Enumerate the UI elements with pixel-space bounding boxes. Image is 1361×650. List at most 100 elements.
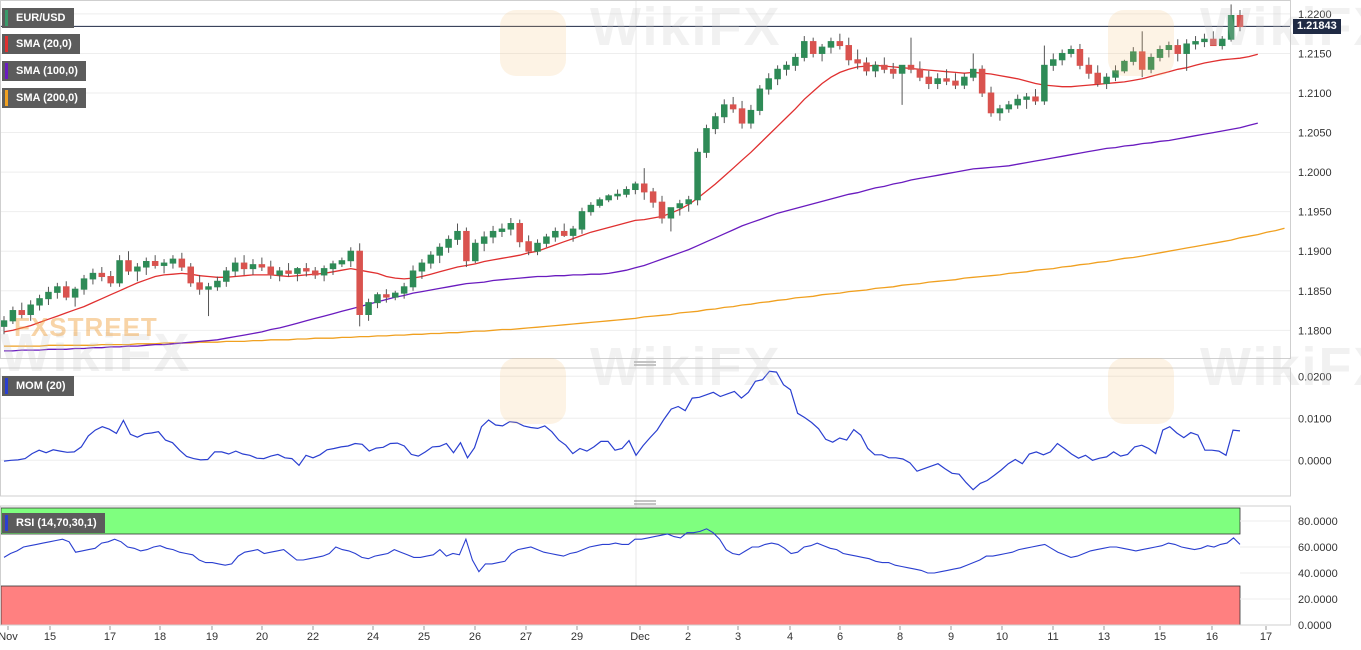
candle-up xyxy=(116,260,123,284)
candlestick-series xyxy=(0,4,1244,335)
candle-up xyxy=(676,203,684,209)
rsi-tick-label: 20.0000 xyxy=(1298,594,1338,606)
candle-up xyxy=(969,68,977,78)
rsi-legend[interactable]: RSI (14,70,30,1) xyxy=(2,513,105,533)
candle-down xyxy=(1210,38,1217,47)
symbol-legend[interactable]: EUR/USD xyxy=(2,8,74,28)
candle-down xyxy=(889,68,897,74)
sma200-color-marker xyxy=(5,90,8,106)
candle-up xyxy=(1156,49,1164,58)
candle-up xyxy=(507,223,515,230)
candle-up xyxy=(827,41,835,48)
candle-up xyxy=(9,310,17,322)
candle-up xyxy=(223,270,230,282)
date-tick-label: 19 xyxy=(206,631,218,643)
price-tick-label: 1.2150 xyxy=(1298,48,1332,60)
price-tick-label: 1.1850 xyxy=(1298,286,1332,298)
sma20-label: SMA (20,0) xyxy=(16,38,72,50)
candle-up xyxy=(1121,60,1128,72)
candle-down xyxy=(1174,45,1182,54)
rsi-tick-label: 80.0000 xyxy=(1298,516,1338,528)
date-tick-label: 8 xyxy=(897,631,903,643)
date-tick-label: 22 xyxy=(307,631,319,643)
candle-down xyxy=(560,230,568,236)
candle-up xyxy=(552,230,559,238)
candle-up xyxy=(214,280,221,288)
price-tick-label: 1.1800 xyxy=(1298,325,1332,337)
mom-legend[interactable]: MOM (20) xyxy=(2,376,74,396)
sma20-legend[interactable]: SMA (20,0) xyxy=(2,34,80,54)
sma-20-layer xyxy=(3,53,1258,333)
candle-down xyxy=(311,270,319,276)
sma-200-layer xyxy=(4,227,1285,347)
sma100-legend[interactable]: SMA (100,0) xyxy=(2,61,86,81)
candle-up xyxy=(685,199,692,205)
candle-up xyxy=(365,302,372,315)
candle-down xyxy=(916,68,924,78)
candle-up xyxy=(80,278,88,290)
price-axis: 1.2200 1.2150 1.2100 1.2050 1.2000 1.1950 1.19… xyxy=(1298,9,1332,337)
candle-up xyxy=(71,288,79,298)
candle-down xyxy=(729,104,737,110)
date-axis: Nov 15 17 18 19 20 22 24 25 26 27 29 Dec 2 3 4 6 8 9 10 11 13… xyxy=(0,626,1272,643)
candle-up xyxy=(623,189,630,195)
candle-up xyxy=(231,262,239,272)
candle-down xyxy=(640,183,648,193)
candle-up xyxy=(436,246,443,256)
candle-up xyxy=(0,320,8,327)
candle-up xyxy=(1005,104,1013,110)
date-tick-label: Nov xyxy=(0,631,18,643)
sma200-label: SMA (200,0) xyxy=(16,92,78,104)
main-gridlines xyxy=(0,0,1290,625)
candle-up xyxy=(143,260,150,268)
candle-down xyxy=(978,68,986,94)
date-tick-label: 2 xyxy=(685,631,691,643)
sma200-legend[interactable]: SMA (200,0) xyxy=(2,88,86,108)
candle-down xyxy=(738,108,746,124)
candle-down xyxy=(516,223,523,243)
candle-up xyxy=(872,64,879,72)
candle-up xyxy=(294,268,301,274)
candle-up xyxy=(480,236,488,244)
date-tick-label: 11 xyxy=(1047,631,1058,643)
mom-label: MOM (20) xyxy=(16,380,66,392)
candle-up xyxy=(934,78,941,85)
candle-up xyxy=(667,207,675,219)
momentum-panel: 0.0200 0.0100 0.0000 xyxy=(0,370,1332,491)
candle-up xyxy=(1165,45,1173,51)
candle-down xyxy=(987,92,995,114)
candle-up xyxy=(721,104,728,118)
candle-up xyxy=(1112,70,1119,78)
candle-up xyxy=(1147,56,1155,70)
candle-up xyxy=(898,64,906,74)
candle-down xyxy=(125,260,132,272)
candle-up xyxy=(1103,76,1110,85)
rsi-tick-label: 60.0000 xyxy=(1298,542,1338,554)
candle-down xyxy=(809,41,817,54)
candle-down xyxy=(863,62,870,72)
rsi-panel-frame xyxy=(0,505,1291,626)
price-tick-label: 1.2100 xyxy=(1298,88,1332,100)
candle-up xyxy=(320,268,328,276)
date-tick-label: 6 xyxy=(837,631,843,643)
mom-tick-label: 0.0100 xyxy=(1298,413,1332,425)
rsi-oversold-zone xyxy=(0,585,1241,626)
candle-down xyxy=(854,59,861,64)
candle-up xyxy=(694,151,701,201)
candle-down xyxy=(952,80,959,86)
sma20-color-marker xyxy=(5,36,8,52)
candle-up xyxy=(205,286,212,290)
candle-up xyxy=(454,230,461,240)
candle-up xyxy=(276,270,283,276)
candle-up xyxy=(36,298,43,306)
candle-up xyxy=(961,76,968,86)
candle-up xyxy=(801,41,808,58)
candle-up xyxy=(765,78,772,90)
rsi-label: RSI (14,70,30,1) xyxy=(16,517,97,529)
mom-tick-label: 0.0000 xyxy=(1298,455,1332,467)
date-tick-label: 15 xyxy=(44,631,56,643)
rsi-line xyxy=(3,528,1241,574)
candle-up xyxy=(347,250,355,262)
candle-up xyxy=(614,193,621,197)
